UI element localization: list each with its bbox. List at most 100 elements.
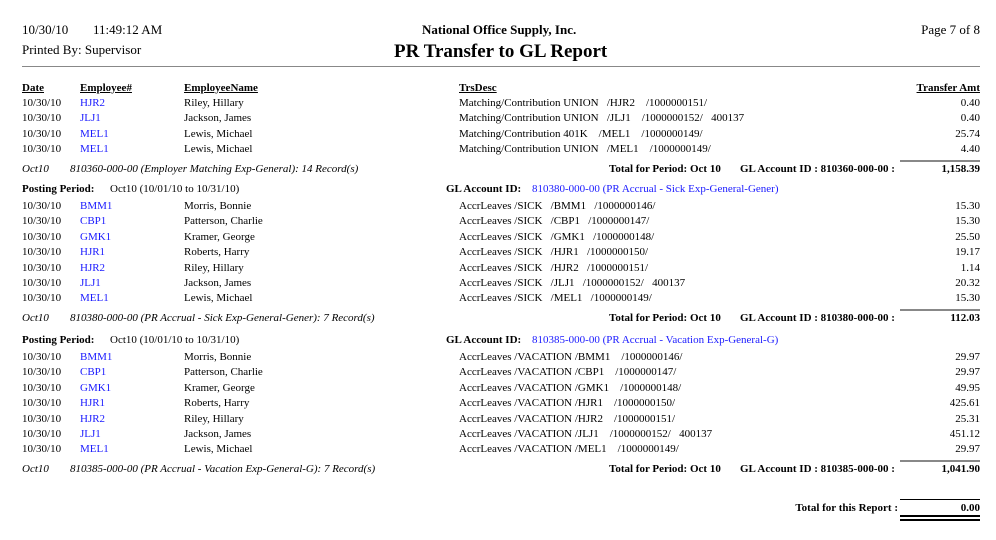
employee-link[interactable]: GMK1 [80, 382, 112, 394]
employee-link[interactable]: MEL1 [80, 128, 109, 140]
transfer-amt-cell: 19.17 [955, 246, 980, 258]
grand-total-value: 0.00 [960, 502, 980, 514]
trs-desc-cell: Matching/Contribution UNION /MEL1 /10000… [459, 143, 711, 155]
gl-account-link[interactable]: 810380-000-00 (PR Accrual - Sick Exp-Gen… [532, 183, 779, 195]
employee-name-cell: Lewis, Michael [184, 128, 253, 140]
employee-link[interactable]: MEL1 [80, 292, 109, 304]
table-row: 10/30/10 MEL1 Lewis, Michael AccrLeaves /VA… [0, 443, 996, 458]
date-cell: 10/30/10 [22, 262, 62, 274]
footer-period: Oct10 [22, 463, 49, 475]
transfer-amt-cell: 20.32 [955, 277, 980, 289]
section-total: 112.03 [950, 312, 980, 324]
employee-link[interactable]: BMM1 [80, 200, 113, 212]
grand-total-double-rule [900, 515, 980, 521]
col-transfer-amt: Transfer Amt [916, 82, 980, 94]
posting-period-value: Oct10 (10/01/10 to 10/31/10) [110, 334, 240, 346]
employee-link[interactable]: HJR2 [80, 97, 106, 109]
section-footer-row: Oct10 810380-000-00 (PR Accrual - Sick Ex… [0, 312, 996, 327]
transfer-amt-cell: 49.95 [955, 382, 980, 394]
print-date: 10/30/10 [22, 22, 69, 37]
transfer-amt-cell: 25.50 [955, 231, 980, 243]
trs-desc-cell: Matching/Contribution 401K /MEL1 /100000… [459, 128, 703, 140]
trs-desc-cell: AccrLeaves /SICK /HJR1 /1000000150/ [459, 246, 649, 258]
transfer-amt-cell: 425.61 [949, 397, 980, 409]
grand-total-label: Total for this Report : [795, 502, 898, 514]
footer-record-count: 810380-000-00 (PR Accrual - Sick Exp-Gen… [70, 312, 375, 324]
table-row: 10/30/10 CBP1 Patterson, Charlie AccrLeaves… [0, 215, 996, 230]
employee-link[interactable]: JLJ1 [80, 112, 101, 124]
date-cell: 10/30/10 [22, 397, 62, 409]
employee-name-cell: Jackson, James [184, 112, 252, 124]
transfer-amt-cell: 1.14 [960, 262, 980, 274]
footer-period: Oct10 [22, 312, 49, 324]
employee-link[interactable]: JLJ1 [80, 428, 101, 440]
grand-total-rule [900, 499, 980, 500]
page-number: Page 7 of 8 [921, 22, 980, 37]
trs-desc-cell: AccrLeaves /VACATION /HJR2 /1000000151/ [459, 413, 676, 425]
transfer-amt-cell: 25.74 [955, 128, 980, 140]
column-headers: Date Employee# EmployeeName TrsDesc Tran… [0, 82, 996, 97]
table-row: 10/30/10 MEL1 Lewis, Michael Matching/Contr… [0, 128, 996, 143]
date-cell: 10/30/10 [22, 112, 62, 124]
employee-name-cell: Jackson, James [184, 277, 252, 289]
trs-desc-cell: AccrLeaves /SICK /HJR2 /1000000151/ [459, 262, 649, 274]
footer-period: Oct10 [22, 163, 49, 175]
employee-link[interactable]: JLJ1 [80, 277, 101, 289]
transfer-amt-cell: 25.31 [955, 413, 980, 425]
employee-link[interactable]: MEL1 [80, 443, 109, 455]
employee-name-cell: Riley, Hillary [184, 413, 244, 425]
employee-link[interactable]: HJR1 [80, 397, 106, 409]
transfer-amt-cell: 451.12 [949, 428, 980, 440]
table-row: 10/30/10 GMK1 Kramer, George AccrLeaves /SI… [0, 231, 996, 246]
employee-name-cell: Riley, Hillary [184, 262, 244, 274]
company-name: National Office Supply, Inc. [422, 22, 577, 37]
employee-link[interactable]: GMK1 [80, 231, 112, 243]
table-row: 10/30/10 HJR1 Roberts, Harry AccrLeaves /VA… [0, 397, 996, 412]
date-cell: 10/30/10 [22, 366, 62, 378]
print-time: 11:49:12 AM [93, 22, 163, 37]
transfer-amt-cell: 29.97 [955, 351, 980, 363]
date-cell: 10/30/10 [22, 97, 62, 109]
employee-link[interactable]: HJR2 [80, 413, 106, 425]
report-title: PR Transfer to GL Report [394, 41, 608, 62]
employee-name-cell: Lewis, Michael [184, 292, 253, 304]
date-cell: 10/30/10 [22, 246, 62, 258]
trs-desc-cell: AccrLeaves /SICK /BMM1 /1000000146/ [459, 200, 656, 212]
employee-link[interactable]: HJR2 [80, 262, 106, 274]
employee-link[interactable]: MEL1 [80, 143, 109, 155]
table-row: 10/30/10 JLJ1 Jackson, James AccrLeaves /SI… [0, 277, 996, 292]
employee-name-cell: Lewis, Michael [184, 443, 253, 455]
table-row: 10/30/10 HJR2 Riley, Hillary AccrLeaves /VA… [0, 413, 996, 428]
table-row: 10/30/10 HJR2 Riley, Hillary AccrLeaves /SI… [0, 262, 996, 277]
table-row: 10/30/10 JLJ1 Jackson, James AccrLeaves /VA… [0, 428, 996, 443]
footer-record-count: 810385-000-00 (PR Accrual - Vacation Exp… [70, 463, 376, 475]
employee-link[interactable]: BMM1 [80, 351, 113, 363]
printed-by: Printed By: Supervisor [22, 42, 142, 57]
trs-desc-cell: Matching/Contribution UNION /HJR2 /10000… [459, 97, 708, 109]
employee-name-cell: Riley, Hillary [184, 97, 244, 109]
employee-link[interactable]: CBP1 [80, 215, 107, 227]
transfer-amt-cell: 29.97 [955, 366, 980, 378]
trs-desc-cell: AccrLeaves /VACATION /JLJ1 /1000000152/ … [459, 428, 713, 440]
date-cell: 10/30/10 [22, 231, 62, 243]
gl-account-link[interactable]: 810385-000-00 (PR Accrual - Vacation Exp… [532, 334, 779, 346]
table-row: 10/30/10 BMM1 Morris, Bonnie AccrLeaves /VA… [0, 351, 996, 366]
employee-link[interactable]: CBP1 [80, 366, 107, 378]
trs-desc-cell: AccrLeaves /SICK /CBP1 /1000000147/ [459, 215, 650, 227]
transfer-amt-cell: 15.30 [955, 200, 980, 212]
posting-period-row: Posting Period: Oct10 (10/01/10 to 10/31/… [0, 334, 996, 349]
date-cell: 10/30/10 [22, 413, 62, 425]
col-trs-desc: TrsDesc [459, 82, 497, 94]
date-cell: 10/30/10 [22, 128, 62, 140]
date-cell: 10/30/10 [22, 292, 62, 304]
posting-period-row: Posting Period: Oct10 (10/01/10 to 10/31/… [0, 183, 996, 198]
posting-period-label: Posting Period: [22, 334, 95, 346]
employee-link[interactable]: HJR1 [80, 246, 106, 258]
table-row: 10/30/10 CBP1 Patterson, Charlie AccrLeaves… [0, 366, 996, 381]
subtotal-rule [900, 460, 980, 462]
section-footer-row: Oct10 810360-000-00 (Employer Matching Ex… [0, 163, 996, 178]
employee-name-cell: Morris, Bonnie [184, 351, 252, 363]
table-row: 10/30/10 HJR2 Riley, Hillary Matching/Contr… [0, 97, 996, 112]
employee-name-cell: Roberts, Harry [184, 246, 250, 258]
